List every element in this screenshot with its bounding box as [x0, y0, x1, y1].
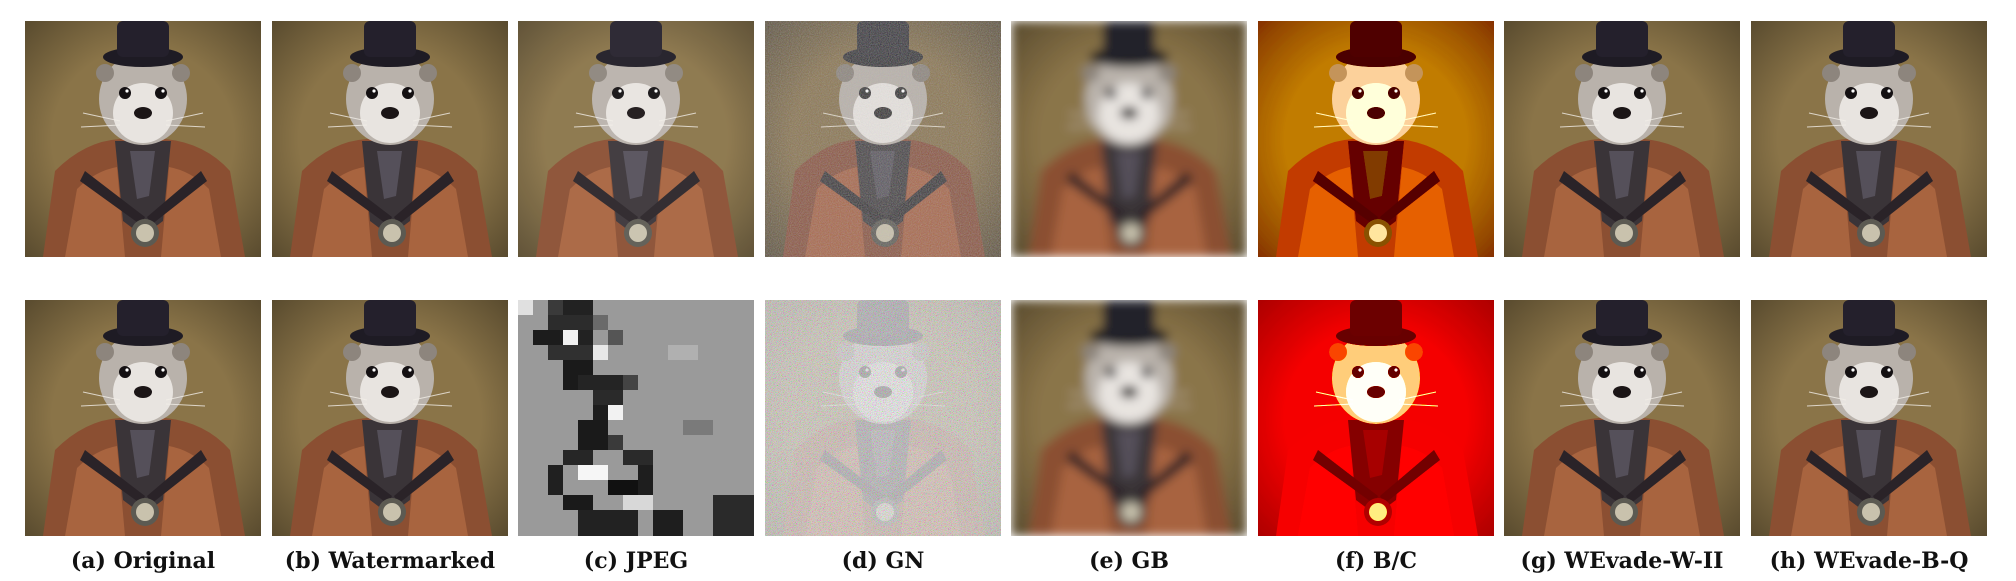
image-watermarked-top [272, 21, 508, 257]
image-gb-bottom [1011, 300, 1247, 536]
caption-row: (a) Original (b) Watermarked (c) JPEG (d… [25, 548, 1991, 578]
image-bc-top [1258, 21, 1494, 257]
image-wevade-b-q-top [1751, 21, 1987, 257]
caption-wevade-b-q: (h) WEvade-B-Q [1769, 548, 1969, 574]
caption-bc: (f) B/C [1334, 548, 1418, 574]
image-original-top [25, 21, 261, 257]
caption-gn: (d) GN [841, 548, 925, 574]
caption-original: (a) Original [70, 548, 216, 574]
caption-wevade-w-ii: (g) WEvade-W-II [1520, 548, 1724, 574]
image-gn-bottom [765, 300, 1001, 536]
image-wevade-w-ii-top [1504, 21, 1740, 257]
image-wevade-w-ii-bottom [1504, 300, 1740, 536]
caption-gb: (e) GB [1089, 548, 1169, 574]
image-gb-top [1011, 21, 1247, 257]
image-jpeg-bottom [518, 300, 754, 536]
image-gn-top [765, 21, 1001, 257]
image-watermarked-bottom [272, 300, 508, 536]
bottom-row [25, 300, 1991, 536]
image-wevade-b-q-bottom [1751, 300, 1987, 536]
image-jpeg-top [518, 21, 754, 257]
caption-jpeg: (c) JPEG [583, 548, 689, 574]
top-row [25, 21, 1991, 257]
caption-watermarked: (b) Watermarked [284, 548, 496, 574]
image-bc-bottom [1258, 300, 1494, 536]
jpeg-blocks [518, 300, 754, 536]
image-original-bottom [25, 300, 261, 536]
